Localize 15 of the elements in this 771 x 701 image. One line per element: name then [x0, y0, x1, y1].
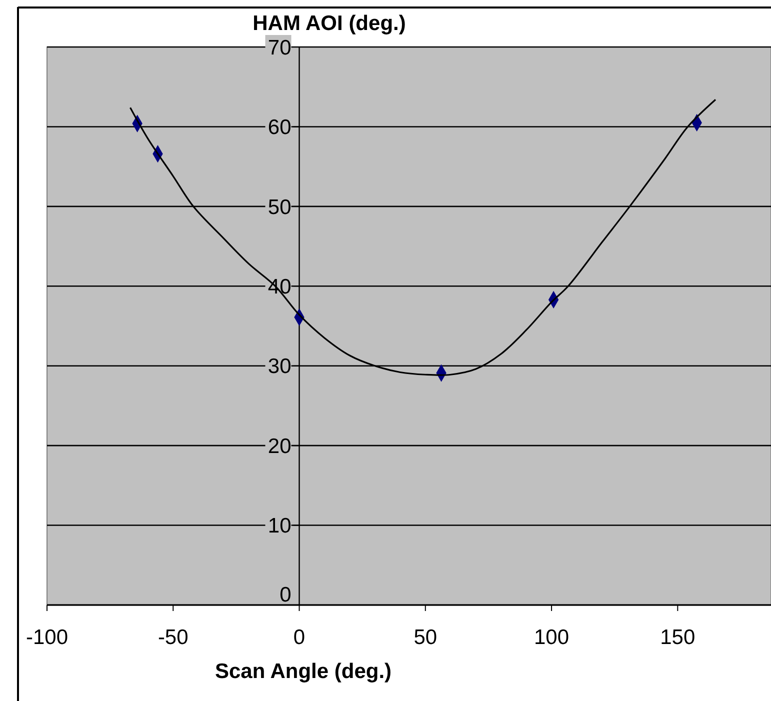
- x-tick-label: -100: [26, 626, 68, 649]
- y-tick-label: 60: [268, 116, 292, 140]
- x-tick-label: 150: [660, 626, 696, 649]
- x-tick-label: 100: [534, 626, 570, 649]
- x-tick-label: 50: [414, 626, 438, 649]
- x-axis-title: Scan Angle (deg.): [214, 660, 392, 683]
- y-tick-label: 0: [280, 583, 292, 606]
- y-tick-label: 70: [268, 36, 292, 60]
- y-tick-label: 10: [268, 514, 292, 538]
- x-tick-label: 0: [293, 626, 306, 649]
- y-tick-label: 20: [268, 434, 292, 458]
- y-axis-title: HAM AOI (deg.): [252, 12, 406, 35]
- y-tick-label: 30: [268, 355, 292, 378]
- x-tick-label: -50: [158, 626, 188, 649]
- y-tick-label: 50: [268, 196, 292, 219]
